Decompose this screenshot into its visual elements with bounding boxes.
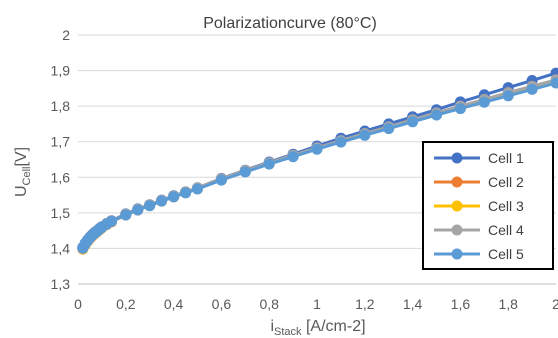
x-tick-label: 0,4	[164, 296, 184, 312]
y-axis-label-sub: Cell	[21, 167, 33, 186]
data-point	[502, 90, 514, 102]
x-axis-label-unit: [A/cm-2]	[302, 318, 366, 335]
data-point	[120, 209, 132, 221]
data-point	[478, 96, 490, 108]
data-point	[239, 166, 251, 178]
data-point	[192, 183, 203, 195]
data-point	[263, 158, 275, 170]
x-axis-label-sub: Stack	[274, 326, 302, 338]
legend-label: Cell 5	[488, 246, 524, 262]
legend-label: Cell 4	[488, 222, 524, 238]
y-tick-label: 1,9	[51, 63, 71, 79]
data-point	[526, 83, 538, 95]
legend-marker	[451, 248, 463, 260]
y-tick-label: 2	[62, 27, 70, 43]
legend-label: Cell 1	[488, 150, 524, 166]
data-point	[335, 136, 347, 148]
legend: Cell 1 Cell 2 Cell 3 Cell 4 Cell 5	[422, 141, 554, 270]
legend-label: Cell 3	[488, 198, 524, 214]
x-tick-label: 0,8	[259, 296, 279, 312]
y-axis-label: UCell[V]	[13, 147, 33, 197]
y-tick-label: 1,3	[51, 276, 71, 292]
legend-item: Cell 3	[434, 198, 524, 214]
legend-item: Cell 1	[434, 150, 524, 166]
legend-marker	[451, 152, 463, 164]
legend-marker	[451, 176, 463, 188]
data-point	[180, 187, 192, 199]
data-point	[454, 103, 466, 115]
data-point	[407, 116, 419, 128]
x-tick-label: 2	[552, 296, 558, 312]
data-point	[550, 77, 558, 89]
legend-item: Cell 4	[434, 222, 524, 238]
x-tick-label: 1	[313, 296, 321, 312]
data-point	[144, 200, 156, 212]
data-point	[215, 174, 227, 186]
data-series	[77, 67, 558, 255]
x-tick-label: 0,6	[212, 296, 232, 312]
x-axis-label-main: i	[270, 318, 274, 335]
legend-marker	[451, 224, 463, 236]
x-tick-label: 1,4	[403, 296, 423, 312]
series-5	[77, 77, 558, 254]
gridlines	[78, 34, 556, 285]
data-point	[287, 151, 299, 163]
y-axis-label-unit: [V]	[13, 147, 30, 167]
data-point	[383, 123, 395, 135]
x-tick-label: 1,6	[451, 296, 471, 312]
y-axis-ticks: 1,3 1,4 1,5 1,6 1,7 1,8 1,9 2	[51, 27, 71, 292]
data-point	[132, 204, 144, 216]
x-tick-label: 1,2	[355, 296, 375, 312]
chart-title: Polarizationcurve (80°C)	[203, 15, 377, 32]
legend-item: Cell 2	[434, 174, 524, 190]
x-axis-label: iStack [A/cm-2]	[270, 318, 365, 338]
legend-label: Cell 2	[488, 174, 524, 190]
data-point	[168, 191, 180, 203]
y-tick-label: 1,7	[51, 134, 71, 150]
data-point	[106, 215, 117, 227]
y-tick-label: 1,8	[51, 98, 71, 114]
x-axis-ticks: 0 0,2 0,4 0,6 0,8 1 1,2 1,4 1,6 1,8 2	[74, 296, 558, 312]
y-tick-label: 1,4	[51, 240, 71, 256]
data-point	[431, 109, 442, 121]
legend-marker	[451, 200, 463, 212]
y-axis-label-main: U	[13, 185, 30, 197]
data-point	[311, 143, 323, 155]
data-point	[359, 129, 371, 141]
data-point	[156, 195, 168, 207]
x-tick-label: 1,8	[498, 296, 518, 312]
x-tick-label: 0	[74, 296, 82, 312]
y-tick-label: 1,5	[51, 205, 71, 221]
legend-item: Cell 5	[434, 246, 524, 262]
x-tick-label: 0,2	[116, 296, 136, 312]
y-tick-label: 1,6	[51, 169, 71, 185]
